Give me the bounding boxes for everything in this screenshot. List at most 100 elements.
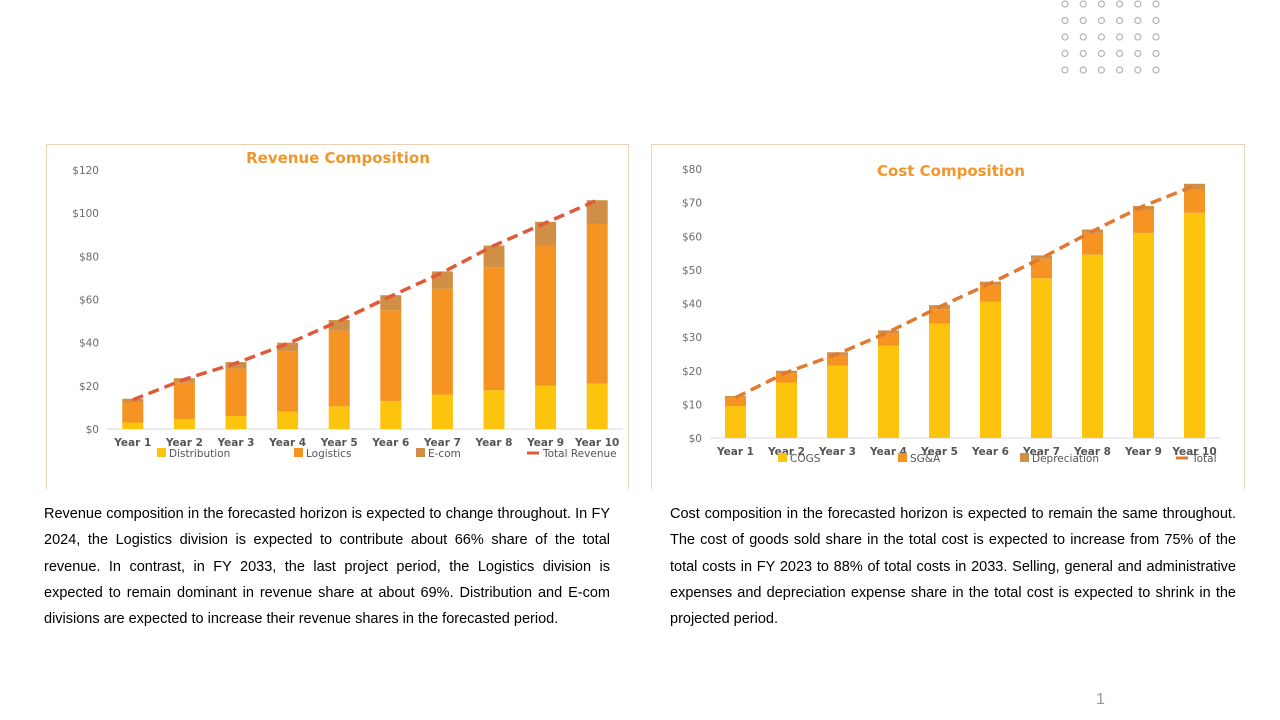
y-tick-label: $20 <box>682 366 702 378</box>
x-tick-label: Year 7 <box>423 437 461 449</box>
y-tick-label: $0 <box>689 433 702 445</box>
bar-logistics <box>535 245 557 386</box>
dot <box>1134 33 1142 41</box>
bar-sg-a <box>725 397 746 407</box>
legend-swatch <box>416 448 425 457</box>
y-tick-label: $80 <box>682 164 702 176</box>
y-tick-label: $120 <box>72 165 99 177</box>
y-tick-label: $60 <box>79 295 99 307</box>
legend-swatch <box>157 448 166 457</box>
bar-sg-a <box>1031 258 1052 279</box>
bar-logistics <box>122 402 144 423</box>
revenue-chart-panel: Revenue Composition $0 $20 $40 $60 $80 $100 $12… <box>46 144 629 489</box>
x-tick-label: Year 3 <box>818 446 856 458</box>
bar-logistics <box>225 368 247 417</box>
x-tick-label: Year 9 <box>1124 446 1162 458</box>
bar-cogs <box>725 406 746 438</box>
bar-sg-a <box>1184 189 1205 213</box>
y-tick-label: $100 <box>72 208 99 220</box>
bar-sg-a <box>1133 210 1154 233</box>
x-tick-label: Year 10 <box>1171 446 1216 458</box>
bar-depreciation <box>1031 255 1052 259</box>
bar-cogs <box>776 382 797 438</box>
bar-distribution <box>380 400 402 429</box>
cost-commentary: Cost composition in the forecasted horiz… <box>670 506 1236 628</box>
dot <box>1061 0 1069 8</box>
dot <box>1097 49 1106 58</box>
y-tick-label: $70 <box>682 198 702 210</box>
x-tick-label: Year 6 <box>971 446 1009 458</box>
bar-cogs <box>980 301 1001 438</box>
dot <box>1134 16 1142 25</box>
legend-swatch <box>898 453 907 462</box>
bar-logistics <box>586 223 608 384</box>
page-number: 1 <box>1096 691 1105 708</box>
bar-depreciation <box>1133 205 1154 211</box>
dot <box>1115 49 1124 58</box>
dot <box>1134 66 1142 74</box>
legend-label: Total Revenue <box>542 448 617 460</box>
bar-e-com <box>586 200 608 224</box>
dot-grid-decoration <box>1061 0 1160 74</box>
legend-swatch <box>778 453 787 462</box>
dot <box>1134 49 1142 58</box>
bar-cogs <box>827 365 848 438</box>
bar-depreciation <box>1184 183 1205 190</box>
dot <box>1115 66 1124 74</box>
cost-chart-panel: Cost Composition $0 $10 $20 $30 $40 $50 $60 $70 $… <box>651 144 1245 489</box>
bar-logistics <box>328 330 350 407</box>
bar-distribution <box>483 390 505 429</box>
legend-label: E-com <box>428 448 461 460</box>
y-tick-label: $10 <box>682 399 702 411</box>
dot <box>1061 33 1069 41</box>
chart-title: Revenue Composition <box>246 149 430 167</box>
revenue-composition-chart: Revenue Composition $0 $20 $40 $60 $80 $100 $12… <box>72 149 623 460</box>
dot <box>1152 66 1160 74</box>
bar-sg-a <box>827 354 848 366</box>
bar-e-com <box>328 320 350 331</box>
bar-sg-a <box>929 309 950 324</box>
dot <box>1115 33 1124 41</box>
legend-label: Logistics <box>306 448 351 460</box>
bar-e-com <box>483 245 505 268</box>
y-tick-label: $50 <box>682 265 702 277</box>
bar-distribution <box>173 419 195 429</box>
y-tick-label: $30 <box>682 332 702 344</box>
dot <box>1079 33 1087 41</box>
dot <box>1152 0 1160 8</box>
bar-sg-a <box>1082 232 1103 255</box>
cost-composition-chart: Cost Composition $0 $10 $20 $30 $40 $50 $60 $70 $… <box>682 162 1220 465</box>
x-tick-label: Year 1 <box>716 446 754 458</box>
bar-distribution <box>328 406 350 429</box>
bar-sg-a <box>980 285 1001 302</box>
revenue-commentary: Revenue composition in the forecasted ho… <box>44 506 610 628</box>
x-tick-label: Year 5 <box>320 437 358 449</box>
bar-distribution <box>431 394 453 429</box>
dot <box>1079 16 1087 25</box>
bar-logistics <box>483 267 505 391</box>
bar-cogs <box>1031 278 1052 438</box>
x-tick-label: Year 9 <box>526 437 564 449</box>
legend-label: Distribution <box>169 448 230 460</box>
legend-label: Total <box>1191 453 1217 465</box>
x-tick-label: Year 2 <box>767 446 805 458</box>
y-tick-label: $20 <box>79 381 99 393</box>
dot <box>1061 49 1069 58</box>
bar-logistics <box>277 351 299 412</box>
dot <box>1097 0 1106 8</box>
bar-e-com <box>277 342 299 352</box>
y-tick-label: $40 <box>682 299 702 311</box>
x-tick-label: Year 10 <box>574 437 619 449</box>
x-tick-label: Year 8 <box>1073 446 1111 458</box>
x-tick-label: Year 7 <box>1022 446 1060 458</box>
y-tick-label: $0 <box>86 424 99 436</box>
x-tick-label: Year 4 <box>869 446 907 458</box>
y-tick-label: $80 <box>79 251 99 263</box>
bar-sg-a <box>878 333 899 346</box>
bar-distribution <box>225 416 247 429</box>
x-tick-label: Year 5 <box>920 446 958 458</box>
y-tick-label: $60 <box>682 231 702 243</box>
x-tick-label: Year 6 <box>371 437 409 449</box>
bar-cogs <box>929 323 950 438</box>
bar-cogs <box>878 345 899 438</box>
